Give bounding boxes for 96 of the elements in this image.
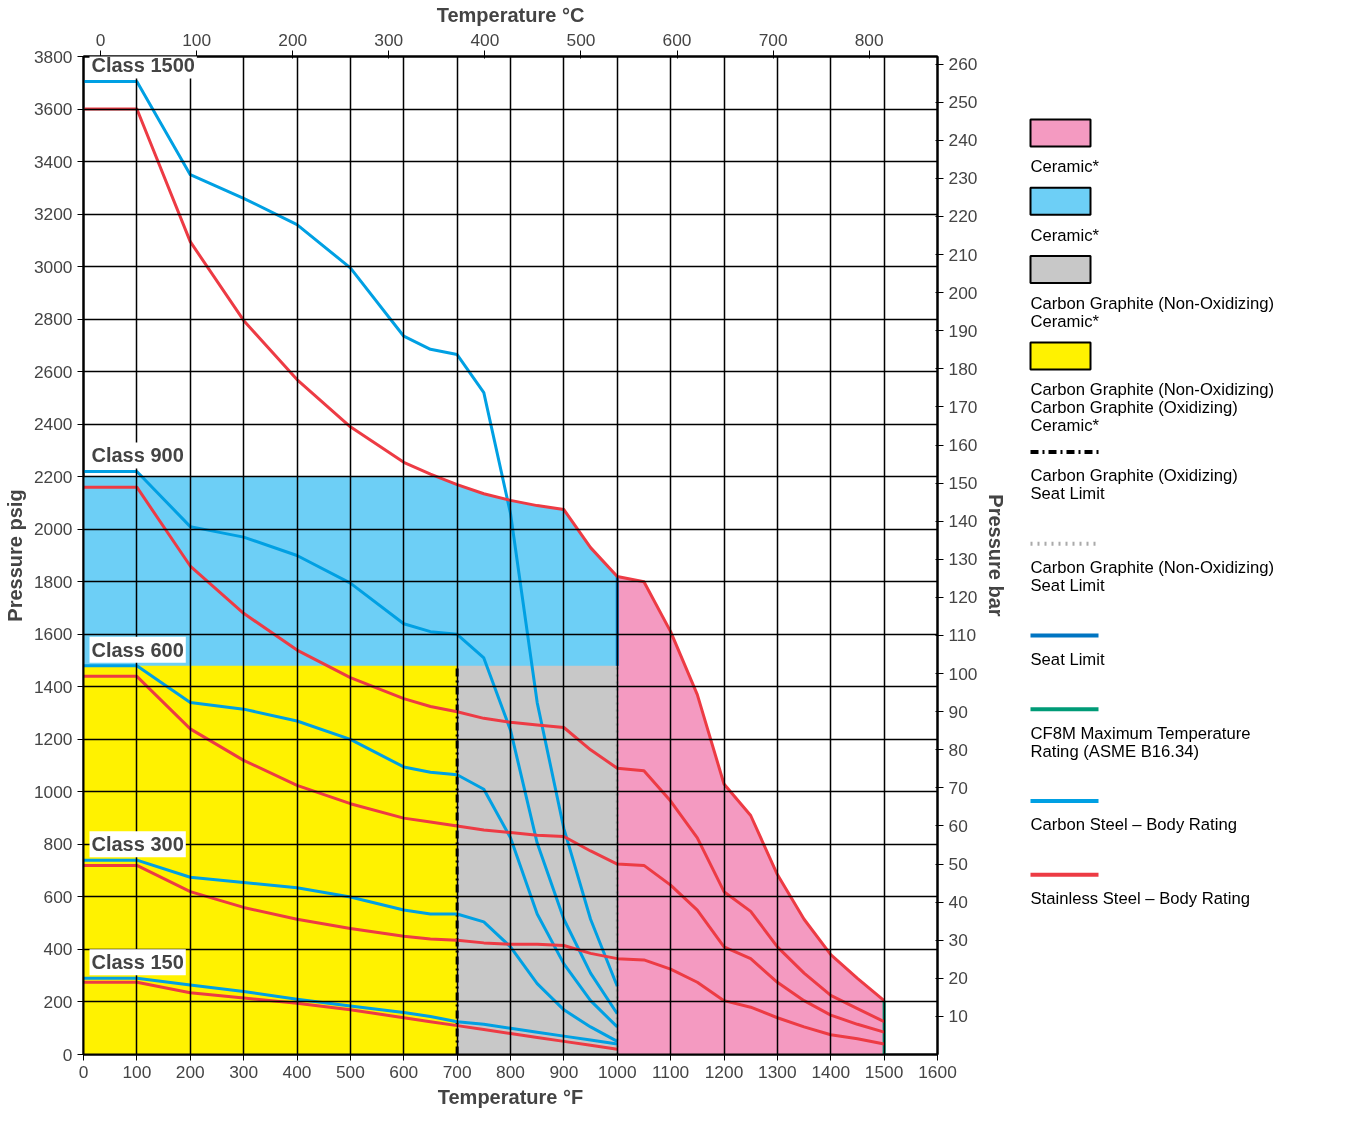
y2-axis-title: Pressure bar <box>985 494 1008 617</box>
line-series <box>83 674 886 1034</box>
x-tick-label: 300 <box>229 1061 259 1082</box>
y2-tick-label: 190 <box>948 320 978 341</box>
legend-label: Carbon Graphite (Non-Oxidizing) Seat Limit <box>1030 558 1274 596</box>
annotation: Class 150 <box>91 951 184 974</box>
legend-label: CF8M Maximum Temperature Rating (ASME B16.34) <box>1030 723 1251 761</box>
y-tick-label: 1800 <box>33 571 73 592</box>
legend-label: Stainless Steel – Body Rating <box>1030 889 1250 909</box>
y-tick-label: 1200 <box>33 729 73 750</box>
y2-tick-label: 110 <box>948 625 977 646</box>
x-tick-label: 100 <box>122 1061 152 1082</box>
annotation: Class 900 <box>91 444 184 467</box>
y-tick-label: 3600 <box>33 99 73 120</box>
y2-tick-label: 200 <box>948 282 978 303</box>
y-tick-label: 3000 <box>33 256 73 277</box>
y-tick-label: 3400 <box>33 151 73 172</box>
y2-tick-label: 90 <box>948 701 968 722</box>
x-tick-label: 500 <box>335 1061 365 1082</box>
annotation: Class 1500 <box>91 54 195 77</box>
x-tick-label: 1000 <box>597 1061 637 1082</box>
y-tick-label: 1000 <box>33 781 73 802</box>
line-series <box>83 107 886 1003</box>
legend-label: Ceramic* <box>1030 157 1100 177</box>
annotation: Class 600 <box>91 638 184 661</box>
x-tick-label: 600 <box>389 1061 419 1082</box>
x2-tick-label: 700 <box>758 29 788 50</box>
y2-tick-label: 260 <box>948 54 978 75</box>
y-axis-title: Pressure psig <box>3 489 26 622</box>
x2-tick-label: 100 <box>182 29 212 50</box>
x-tick-label: 1400 <box>811 1061 851 1082</box>
y-tick-label: 200 <box>43 991 73 1012</box>
annotation: Class 300 <box>91 833 184 856</box>
legend-label: Carbon Graphite (Non-Oxidizing) Carbon Graphite (Oxidizing) Ceramic* <box>1030 380 1274 436</box>
y2-tick-label: 180 <box>948 358 978 379</box>
x-tick-label: 1500 <box>864 1061 904 1082</box>
y2-tick-label: 50 <box>948 854 968 875</box>
line-series <box>83 664 619 1029</box>
x-tick-label: 900 <box>549 1061 579 1082</box>
line-series <box>83 79 619 988</box>
y2-tick-label: 150 <box>948 473 978 494</box>
x-tick-label: 1100 <box>651 1061 690 1082</box>
x-tick-label: 400 <box>282 1061 312 1082</box>
y-tick-label: 2800 <box>33 309 73 330</box>
y2-tick-label: 20 <box>948 968 968 989</box>
y-tick-label: 2400 <box>33 414 73 435</box>
x2-tick-label: 0 <box>95 29 106 50</box>
x2-tick-label: 200 <box>278 29 308 50</box>
y2-tick-label: 10 <box>948 1006 968 1027</box>
y2-tick-label: 170 <box>948 396 978 417</box>
y2-tick-label: 130 <box>948 549 978 570</box>
y-tick-label: 600 <box>43 886 73 907</box>
y-tick-label: 0 <box>62 1044 73 1065</box>
y-tick-label: 2000 <box>33 519 73 540</box>
x-tick-label: 1200 <box>704 1061 744 1082</box>
y2-tick-label: 230 <box>948 168 978 189</box>
y-tick-label: 3800 <box>33 46 73 67</box>
line-series <box>83 485 886 1024</box>
x-tick-label: 700 <box>442 1061 472 1082</box>
y-tick-label: 800 <box>43 834 73 855</box>
y2-tick-label: 70 <box>948 777 968 798</box>
y2-tick-label: 30 <box>948 930 968 951</box>
x2-axis-title: Temperature °C <box>436 3 585 26</box>
y-tick-label: 1600 <box>33 624 73 645</box>
y2-tick-label: 60 <box>948 815 968 836</box>
x2-tick-label: 300 <box>374 29 404 50</box>
x-tick-label: 1300 <box>758 1061 797 1082</box>
y2-tick-label: 140 <box>948 511 978 532</box>
y-tick-label: 2200 <box>33 466 73 487</box>
y2-tick-label: 210 <box>948 244 978 265</box>
y2-tick-label: 120 <box>948 587 978 608</box>
y-tick-label: 3200 <box>33 204 73 225</box>
x-tick-label: 1600 <box>918 1061 957 1082</box>
y-tick-label: 400 <box>43 939 73 960</box>
x2-tick-label: 600 <box>662 29 692 50</box>
legend-label: Carbon Graphite (Non-Oxidizing) Ceramic* <box>1030 293 1274 331</box>
x-axis-title: Temperature °F <box>437 1085 584 1108</box>
y2-tick-label: 160 <box>948 435 978 456</box>
y2-tick-label: 100 <box>948 663 978 684</box>
y-tick-label: 1400 <box>33 676 73 697</box>
legend-label: Ceramic* <box>1030 225 1100 245</box>
x-tick-label: 0 <box>78 1061 89 1082</box>
x2-tick-label: 800 <box>854 29 884 50</box>
legend-label: Carbon Steel – Body Rating <box>1030 815 1237 835</box>
legend-label: Seat Limit <box>1030 649 1105 669</box>
y-tick-label: 2600 <box>33 361 73 382</box>
y2-tick-label: 80 <box>948 739 968 760</box>
y2-tick-label: 240 <box>948 130 978 151</box>
x2-tick-label: 400 <box>470 29 500 50</box>
x-tick-label: 200 <box>175 1061 205 1082</box>
y2-tick-label: 220 <box>948 206 978 227</box>
y2-tick-label: 40 <box>948 892 968 913</box>
x2-tick-label: 500 <box>566 29 596 50</box>
legend-label: Carbon Graphite (Oxidizing) Seat Limit <box>1030 466 1238 504</box>
y2-tick-label: 250 <box>948 92 978 113</box>
x-tick-label: 800 <box>496 1061 525 1082</box>
